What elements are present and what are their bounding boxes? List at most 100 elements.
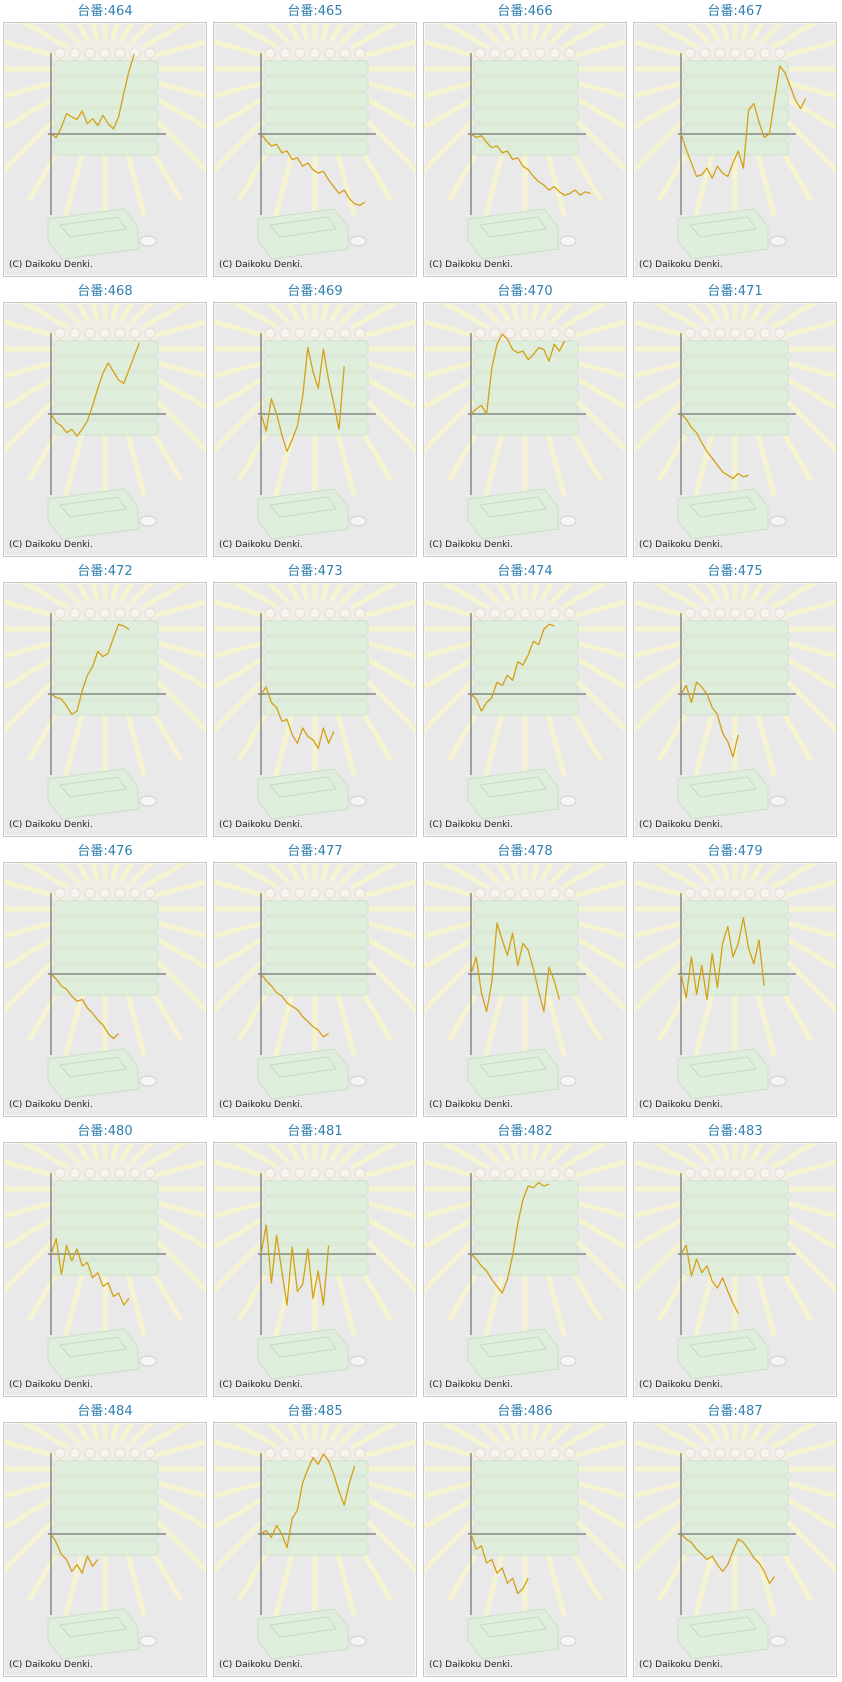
token-art [474, 607, 486, 619]
box-stack-art [263, 620, 369, 636]
token-art [354, 327, 366, 339]
machine-number-link[interactable]: 台番:480 [77, 1124, 133, 1139]
machine-number-link[interactable]: 台番:477 [287, 844, 343, 859]
coin-art [139, 1355, 157, 1367]
box-stack-art [473, 980, 579, 996]
slump-graph[interactable]: (C) Daikoku Denki. [213, 302, 417, 557]
box-stack-art [683, 140, 789, 156]
slump-graph[interactable]: (C) Daikoku Denki. [423, 22, 627, 277]
box-stack-art [53, 668, 159, 684]
machine-number-link[interactable]: 台番:468 [77, 284, 133, 299]
slump-graph[interactable]: (C) Daikoku Denki. [213, 22, 417, 277]
token-art [339, 1167, 351, 1179]
slump-graph[interactable]: (C) Daikoku Denki. [213, 862, 417, 1117]
slump-graph[interactable]: (C) Daikoku Denki. [633, 1422, 837, 1677]
machine-number-link[interactable]: 台番:487 [707, 1404, 763, 1419]
box-stack-art [473, 1460, 579, 1476]
slump-graph[interactable]: (C) Daikoku Denki. [633, 1142, 837, 1397]
machine-cell: 台番:482 (C) Daikoku Denki. [420, 1120, 630, 1400]
token-art [144, 1167, 156, 1179]
slump-graph-svg [634, 1423, 836, 1660]
slump-graph[interactable]: (C) Daikoku Denki. [3, 1422, 207, 1677]
box-stack-art [53, 636, 159, 652]
slump-graph[interactable]: (C) Daikoku Denki. [213, 1142, 417, 1397]
box-stack-art [263, 700, 369, 716]
machine-number-link[interactable]: 台番:482 [497, 1124, 553, 1139]
slump-line [470, 922, 561, 1013]
token-art [279, 1447, 291, 1459]
machine-number-link[interactable]: 台番:474 [497, 564, 553, 579]
token-art [549, 887, 561, 899]
box-stack-art [683, 1196, 789, 1212]
box-stack-art [683, 700, 789, 716]
machine-number-link[interactable]: 台番:472 [77, 564, 133, 579]
machine-number-link[interactable]: 台番:473 [287, 564, 343, 579]
slump-graph[interactable]: (C) Daikoku Denki. [3, 1142, 207, 1397]
machine-cell: 台番:464 (C) Daikoku Denki. [0, 0, 210, 280]
token-art [759, 607, 771, 619]
token-art [744, 607, 756, 619]
slump-graph[interactable]: (C) Daikoku Denki. [423, 1142, 627, 1397]
machine-number-link[interactable]: 台番:471 [707, 284, 763, 299]
copyright-text: (C) Daikoku Denki. [429, 540, 513, 550]
machine-number-link[interactable]: 台番:479 [707, 844, 763, 859]
slump-graph[interactable]: (C) Daikoku Denki. [423, 302, 627, 557]
box-stack-art [263, 652, 369, 668]
token-art [294, 47, 306, 59]
machine-cell: 台番:475 (C) Daikoku Denki. [630, 560, 840, 840]
machine-number-link[interactable]: 台番:486 [497, 1404, 553, 1419]
machine-number-link[interactable]: 台番:466 [497, 4, 553, 19]
coin-art [559, 795, 577, 807]
token-art [279, 607, 291, 619]
machine-number-link[interactable]: 台番:478 [497, 844, 553, 859]
slump-graph-svg [4, 1143, 206, 1380]
token-art [549, 1447, 561, 1459]
machine-number-link[interactable]: 台番:484 [77, 1404, 133, 1419]
coin-art [349, 235, 367, 247]
machine-number-link[interactable]: 台番:467 [707, 4, 763, 19]
machine-number-link[interactable]: 台番:481 [287, 1124, 343, 1139]
slump-line [50, 1533, 99, 1574]
slump-graph[interactable]: (C) Daikoku Denki. [633, 582, 837, 837]
token-art [549, 327, 561, 339]
box-stack-art [263, 916, 369, 932]
machine-number-link[interactable]: 台番:476 [77, 844, 133, 859]
slump-graph[interactable]: (C) Daikoku Denki. [633, 302, 837, 557]
machine-number-link[interactable]: 台番:483 [707, 1124, 763, 1139]
machine-number-link[interactable]: 台番:465 [287, 4, 343, 19]
machine-number-link[interactable]: 台番:475 [707, 564, 763, 579]
machine-number-link[interactable]: 台番:470 [497, 284, 553, 299]
token-art [729, 887, 741, 899]
token-art [744, 1167, 756, 1179]
token-art [519, 887, 531, 899]
machine-number-link[interactable]: 台番:485 [287, 1404, 343, 1419]
slump-graph[interactable]: (C) Daikoku Denki. [3, 302, 207, 557]
token-art [309, 1167, 321, 1179]
box-stack-art [473, 948, 579, 964]
machine-number-link[interactable]: 台番:469 [287, 284, 343, 299]
box-stack-art [473, 92, 579, 108]
token-art [54, 47, 66, 59]
machine-number-link[interactable]: 台番:464 [77, 4, 133, 19]
slump-graph[interactable]: (C) Daikoku Denki. [213, 582, 417, 837]
box-stack-art [263, 1212, 369, 1228]
slump-graph[interactable]: (C) Daikoku Denki. [423, 1422, 627, 1677]
box-stack-art [263, 420, 369, 436]
box-stack-art [263, 964, 369, 980]
token-art [84, 887, 96, 899]
slump-graph[interactable]: (C) Daikoku Denki. [423, 862, 627, 1117]
copyright-text: (C) Daikoku Denki. [429, 1100, 513, 1110]
slump-graph[interactable]: (C) Daikoku Denki. [633, 862, 837, 1117]
box-stack-art [473, 124, 579, 140]
box-stack-art [473, 356, 579, 372]
slump-graph[interactable]: (C) Daikoku Denki. [423, 582, 627, 837]
slump-graph[interactable]: (C) Daikoku Denki. [633, 22, 837, 277]
slump-line [680, 1533, 776, 1584]
slump-graph[interactable]: (C) Daikoku Denki. [3, 22, 207, 277]
box-stack-art [473, 900, 579, 916]
slump-graph[interactable]: (C) Daikoku Denki. [213, 1422, 417, 1677]
slump-graph[interactable]: (C) Daikoku Denki. [3, 582, 207, 837]
token-art [534, 47, 546, 59]
box-stack-art [263, 388, 369, 404]
slump-graph[interactable]: (C) Daikoku Denki. [3, 862, 207, 1117]
